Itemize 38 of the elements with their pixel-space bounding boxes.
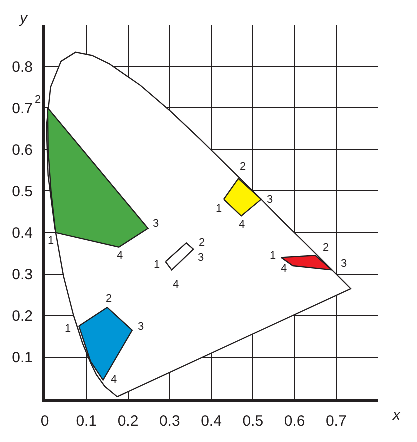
- annotation: 2: [106, 293, 112, 305]
- y-axis-title: y: [19, 10, 29, 27]
- annotation: 4: [111, 374, 118, 386]
- annotation: 3: [267, 194, 274, 206]
- y-tick-label: 0.7: [12, 100, 33, 118]
- y-tick-label: 0.1: [12, 350, 33, 367]
- annotation: 1: [216, 203, 222, 215]
- x-tick-label: 0.3: [159, 413, 180, 430]
- y-tick-label: 0.6: [12, 142, 33, 159]
- x-tick-label: 0.4: [201, 413, 222, 430]
- annotation: 1: [154, 259, 160, 271]
- annotation: 4: [173, 279, 180, 291]
- x-tick-label: 0.7: [326, 413, 347, 430]
- x-tick-label: 0.5: [242, 413, 264, 430]
- x-axis-title: x: [392, 407, 401, 424]
- annotation: 2: [35, 94, 42, 106]
- annotation: 3: [341, 258, 348, 270]
- annotation: 3: [198, 252, 204, 264]
- y-tick-label: 0.3: [12, 266, 33, 284]
- annotation: 3: [138, 321, 144, 333]
- annotation: 1: [48, 235, 54, 247]
- y-tick-label: 0.8: [12, 58, 33, 76]
- y-tick-label: 0.4: [12, 225, 33, 242]
- annotation: 1: [65, 323, 72, 335]
- annotation: 4: [117, 250, 124, 262]
- x-tick-label: 0.6: [284, 413, 306, 430]
- y-tick-label: 0.2: [12, 308, 33, 326]
- x-tick-label: 0.1: [76, 413, 98, 430]
- x-tick-label: 0: [40, 413, 50, 430]
- annotation: 3: [153, 218, 160, 230]
- annotation: 2: [199, 237, 206, 249]
- annotation: 4: [239, 219, 246, 231]
- annotation: 2: [240, 161, 246, 173]
- annotation: 4: [281, 263, 288, 275]
- annotation: 2: [323, 242, 330, 254]
- x-tick-label: 0.2: [118, 413, 139, 430]
- annotation: 1: [270, 250, 276, 262]
- y-tick-label: 0.5: [12, 183, 33, 200]
